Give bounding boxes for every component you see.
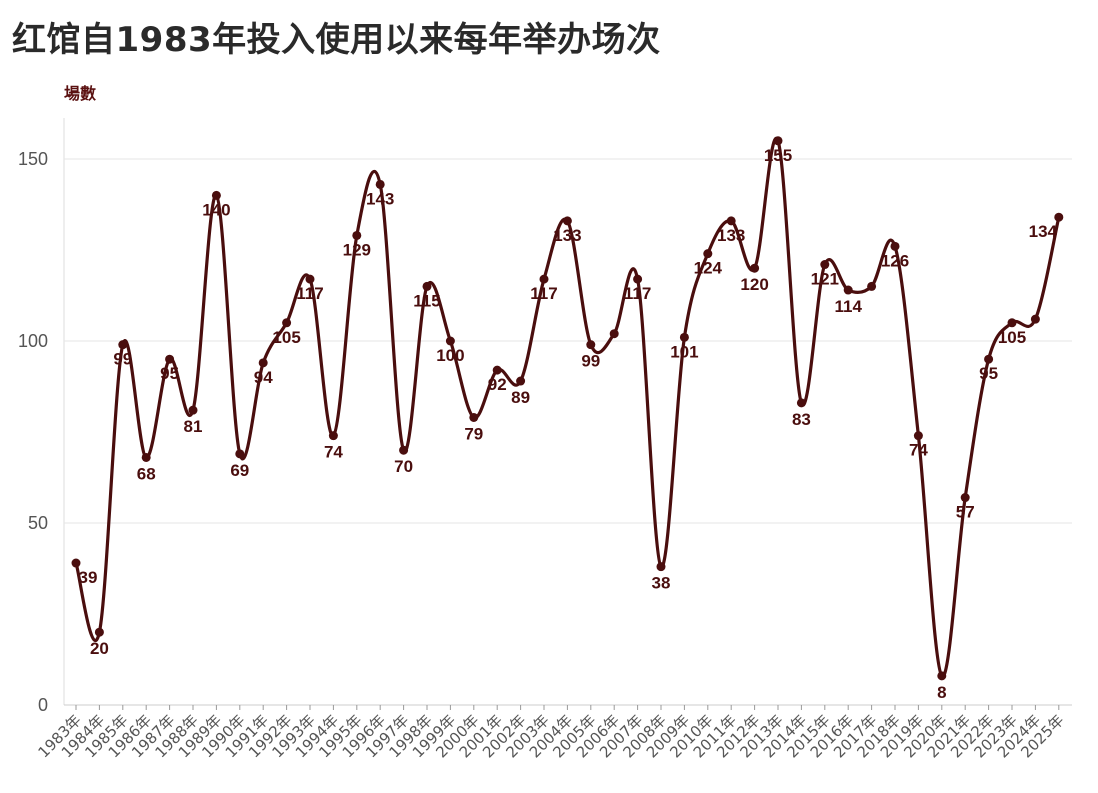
chart-title: 红馆自1983年投入使用以来每年举办场次: [12, 20, 661, 60]
data-point: [913, 431, 923, 441]
data-label: 38: [652, 574, 671, 593]
data-point: [796, 398, 806, 408]
data-point: [773, 136, 783, 146]
data-point: [188, 405, 198, 415]
data-points: [71, 136, 1064, 681]
data-label: 133: [717, 226, 745, 245]
y-tick-label: 100: [18, 331, 48, 351]
data-label: 70: [394, 457, 413, 476]
data-point: [937, 671, 947, 681]
data-label: 115: [413, 291, 440, 310]
data-point: [867, 281, 877, 291]
data-label: 124: [694, 259, 723, 278]
data-label: 117: [530, 284, 557, 303]
data-point: [352, 230, 362, 240]
data-point: [94, 627, 104, 637]
data-point: [726, 216, 736, 226]
data-label: 155: [764, 146, 792, 165]
y-tick-label: 50: [28, 513, 48, 533]
data-label: 69: [230, 461, 249, 480]
data-label: 134: [1029, 222, 1058, 241]
data-label: 89: [511, 388, 530, 407]
data-point: [445, 336, 455, 346]
data-point: [703, 249, 713, 259]
data-point: [211, 190, 221, 200]
data-label: 94: [254, 368, 273, 387]
data-point: [656, 562, 666, 572]
data-label: 100: [436, 346, 464, 365]
data-label: 117: [296, 284, 323, 303]
grid-lines: [63, 118, 1072, 706]
data-point: [984, 354, 994, 364]
data-label: 101: [670, 342, 698, 361]
data-point: [282, 318, 292, 328]
data-point: [399, 445, 409, 455]
data-point: [492, 365, 502, 375]
y-axis-label: 場數: [64, 84, 97, 103]
data-point: [562, 216, 572, 226]
data-label: 79: [464, 424, 483, 443]
data-label: 81: [184, 417, 203, 436]
data-point: [258, 358, 268, 368]
data-labels: 39 20 99 68 95 81 140 69 94 105 117 74 129 143 70 115 10…: [79, 146, 1058, 702]
data-label: 114: [834, 297, 862, 316]
data-point: [633, 274, 643, 284]
data-label: 95: [160, 364, 179, 383]
data-label: 129: [343, 240, 371, 259]
data-point: [1030, 314, 1040, 324]
data-point: [890, 241, 900, 251]
data-point: [1007, 318, 1017, 328]
data-label: 105: [998, 328, 1026, 347]
data-point: [516, 376, 526, 386]
data-label: 140: [202, 200, 230, 219]
data-point: [609, 329, 619, 339]
y-tick-label: 150: [18, 149, 48, 169]
data-label: 117: [624, 284, 651, 303]
data-point: [71, 558, 81, 568]
data-label: 20: [90, 639, 109, 658]
x-ticks: 1983年1984年1985年1986年1987年1988年1989年1990年…: [34, 705, 1068, 761]
data-label: 126: [881, 251, 909, 270]
data-label: 83: [792, 410, 811, 429]
data-point: [750, 263, 760, 273]
data-label: 105: [272, 328, 300, 347]
data-label: 133: [553, 226, 581, 245]
y-tick-label: 0: [38, 695, 48, 715]
data-label: 99: [581, 352, 600, 371]
data-point: [1054, 212, 1064, 222]
data-point: [586, 340, 596, 350]
data-label: 57: [956, 503, 975, 522]
data-point: [141, 452, 151, 462]
data-label: 143: [366, 189, 394, 208]
data-label: 68: [137, 464, 156, 483]
data-point: [328, 431, 338, 441]
data-point: [469, 412, 479, 422]
data-label: 120: [740, 275, 768, 294]
data-label: 74: [909, 441, 928, 460]
y-ticks: 0 50 100 150: [18, 149, 48, 715]
data-point: [235, 449, 245, 459]
data-label: 39: [79, 568, 98, 587]
data-label: 99: [113, 350, 132, 369]
data-label: 121: [811, 270, 839, 289]
data-label: 8: [937, 683, 946, 702]
data-point: [375, 179, 385, 189]
data-point: [960, 493, 970, 503]
data-point: [679, 332, 689, 342]
data-point: [843, 285, 853, 295]
data-point: [820, 260, 830, 270]
data-point: [539, 274, 549, 284]
data-point: [305, 274, 315, 284]
data-label: 92: [488, 375, 507, 394]
data-point: [165, 354, 175, 364]
data-point: [422, 281, 432, 291]
data-label: 74: [324, 443, 343, 462]
data-label: 95: [979, 364, 998, 383]
data-point: [118, 340, 128, 350]
